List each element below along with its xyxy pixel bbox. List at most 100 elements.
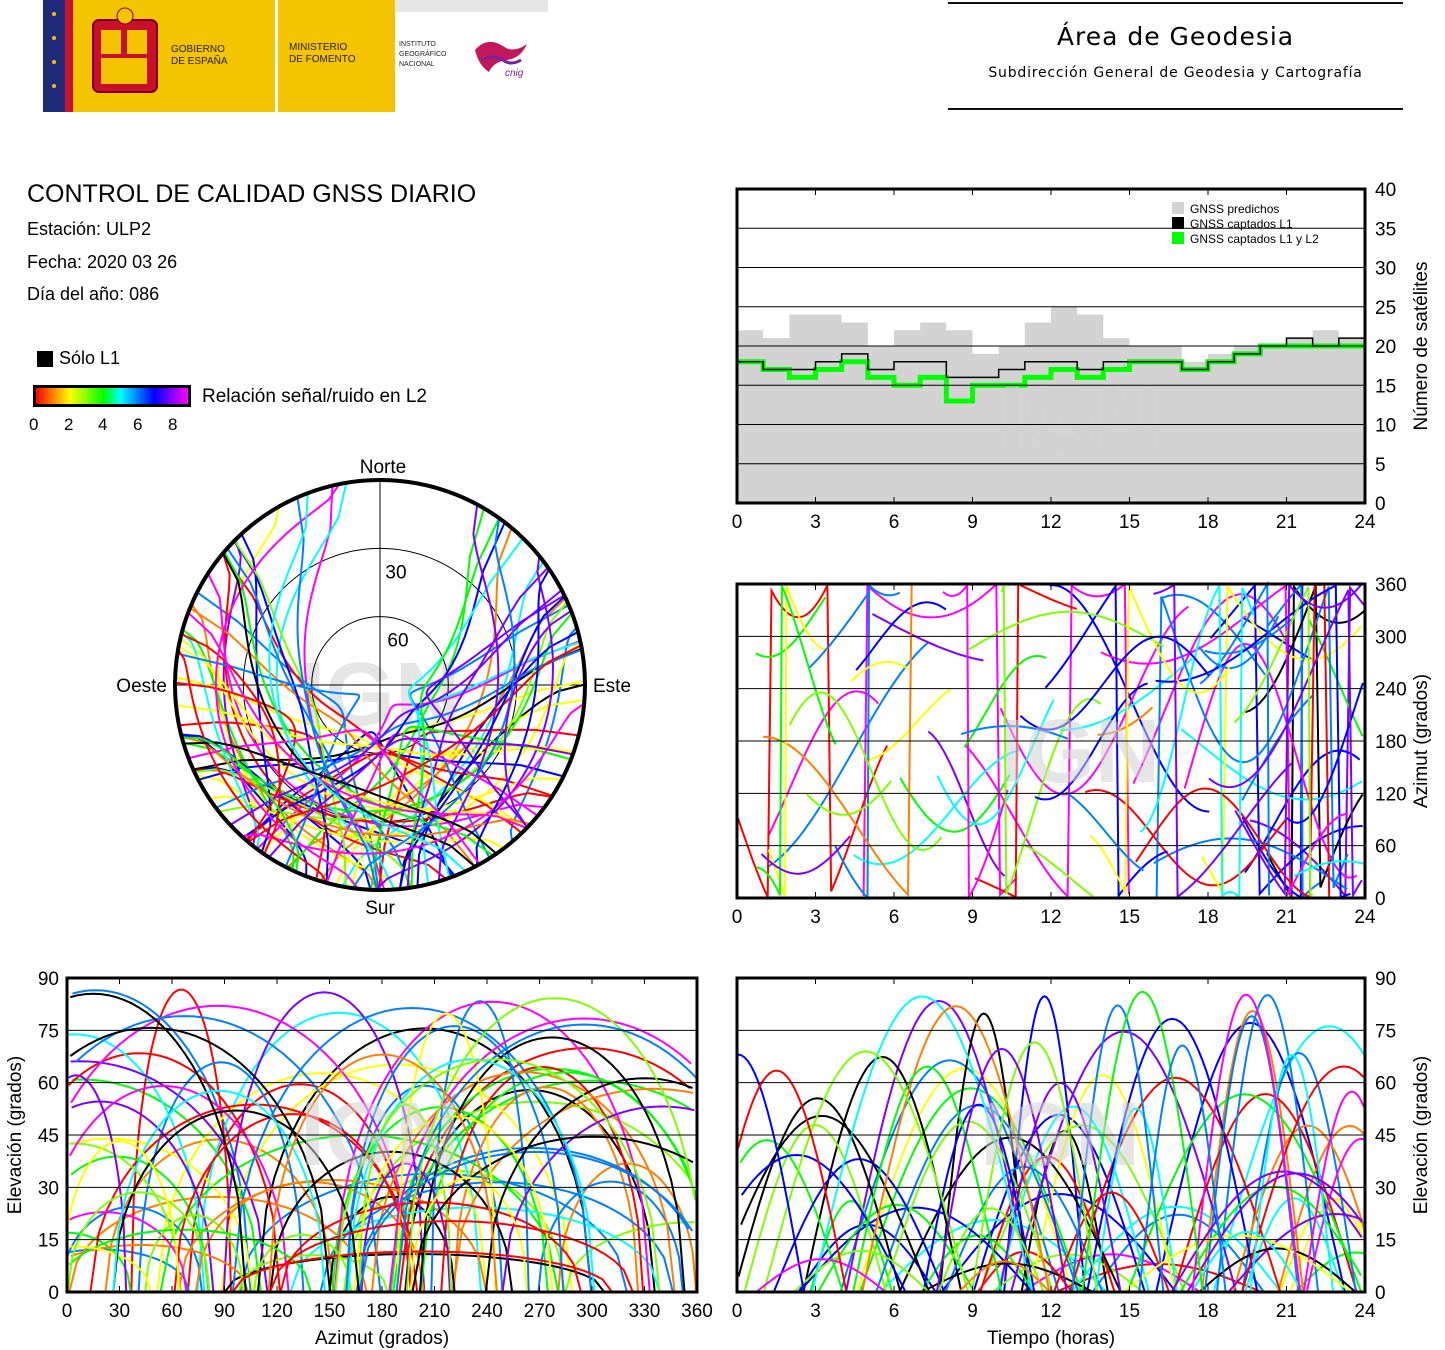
x-tick-label: 24: [1354, 512, 1376, 530]
satellite-track: [425, 594, 565, 829]
satellite-track: [503, 610, 572, 829]
satellite-track: [927, 730, 1006, 877]
satellite-track: [267, 1053, 498, 1293]
satellite-track: [1245, 585, 1364, 888]
satellite-track: [767, 690, 880, 836]
satellite-track: [1068, 1076, 1282, 1293]
snr-tick: 6: [133, 415, 143, 434]
y-tick-label: 360: [1375, 575, 1407, 596]
satellite-track: [342, 1169, 566, 1293]
satellite-track: [222, 539, 258, 847]
satellite-track: [410, 517, 501, 888]
satellite-track: [1081, 990, 1204, 1293]
satellite-track: [178, 645, 528, 829]
satellite-track: [68, 1228, 312, 1293]
satellite-track: [406, 566, 549, 889]
satellite-track: [960, 725, 1069, 740]
satellite-track: [475, 568, 551, 866]
satellite-track: [936, 699, 1055, 826]
x-axis-label: Tiempo (horas): [987, 1328, 1115, 1349]
satellite-track: [974, 582, 1078, 899]
satellite-track: [411, 1135, 694, 1293]
satellite-track: [256, 1027, 593, 1293]
x-tick-label: 15: [1119, 1301, 1140, 1322]
x-tick-label: 12: [1040, 907, 1061, 928]
x-tick-label: 0: [732, 512, 743, 530]
ign-watermark: IGN: [1000, 368, 1160, 468]
y-tick-label: 40: [1375, 180, 1396, 201]
south-label: Sur: [365, 898, 395, 919]
satellite-track: [409, 604, 570, 859]
satellite-track: [1135, 583, 1331, 899]
satellite-track: [537, 1180, 684, 1293]
satellite-track: [501, 1105, 695, 1293]
satellite-track: [67, 1191, 211, 1293]
satellite-track: [196, 1011, 482, 1293]
satellite-track: [215, 648, 583, 809]
x-tick-label: 21: [1276, 907, 1297, 928]
doy-label: Día del año: 086: [27, 284, 160, 304]
satellite-track: [937, 1207, 1045, 1293]
x-tick-label: 180: [366, 1301, 398, 1322]
satellite-track: [247, 644, 582, 843]
area-header: Área de Geodesia Subdirección General de…: [948, 2, 1403, 112]
x-tick-label: 240: [471, 1301, 503, 1322]
y-axis-label: Azimut (grados): [1411, 674, 1432, 808]
cnig-logo-icon: cnig: [475, 41, 527, 79]
satellite-track: [1241, 1065, 1365, 1293]
y-tick-label: 180: [1375, 732, 1407, 753]
x-tick-label: 60: [161, 1301, 182, 1322]
snr-tick: 2: [64, 415, 74, 434]
satellite-track: [345, 1025, 565, 1293]
satellite-track: [183, 741, 498, 855]
predicted-area: [737, 306, 1365, 503]
y-tick-label: 0: [48, 1283, 59, 1304]
satellite-track: [1086, 1017, 1259, 1293]
x-tick-label: 3: [810, 512, 821, 530]
y-tick-label: 75: [38, 1021, 59, 1042]
y-tick-label: 10: [1375, 416, 1396, 437]
plot-area: [66, 988, 698, 1293]
y-tick-label: 45: [38, 1126, 59, 1147]
y-tick-label: 30: [38, 1178, 59, 1199]
satellite-track: [484, 1077, 693, 1293]
x-tick-label: 6: [889, 512, 900, 530]
satellite-track: [1233, 586, 1314, 898]
plot-area: [736, 580, 1366, 901]
satellite-track: [855, 601, 947, 671]
snr-tick: 4: [98, 415, 108, 434]
satellite-track: [1089, 585, 1231, 894]
satellite-track: [360, 1162, 451, 1293]
satellite-track: [1293, 860, 1366, 878]
legend-swatch: [1172, 232, 1184, 244]
satellite-track: [452, 1086, 640, 1293]
satellite-track: [174, 676, 528, 829]
x-axis-label: Azimut (grados): [315, 1328, 449, 1349]
north-label: Norte: [360, 457, 406, 478]
station-label: Estación: ULP2: [27, 219, 152, 239]
satellite-track: [1208, 589, 1363, 900]
satellite-track: [68, 1033, 206, 1293]
satellite-track: [370, 1071, 676, 1293]
snr-label: Relación señal/ruido en L2: [202, 386, 427, 407]
satellite-track: [253, 1233, 352, 1293]
y-tick-label: 90: [38, 969, 59, 990]
satellite-track: [1097, 706, 1154, 736]
satellite-track: [1000, 585, 1102, 895]
ign-text: INSTITUTO GEOGRÁFICO NACIONAL: [399, 41, 447, 68]
satellite-track: [1138, 1044, 1227, 1293]
satellite-track: [1159, 593, 1266, 676]
satellite-track: [69, 1084, 290, 1293]
x-tick-label: 330: [629, 1301, 661, 1322]
satellite-track: [970, 1041, 1099, 1293]
date-label: Fecha: 2020 03 26: [27, 252, 178, 272]
satellite-track: [1308, 619, 1364, 737]
satellite-track: [112, 1109, 360, 1293]
satellite-track: [1234, 582, 1362, 897]
x-tick-label: 9: [967, 1301, 978, 1322]
satellite-track: [409, 1176, 528, 1293]
satellite-track: [351, 518, 516, 889]
satellite-track: [223, 551, 494, 857]
x-tick-label: 0: [732, 1301, 743, 1322]
